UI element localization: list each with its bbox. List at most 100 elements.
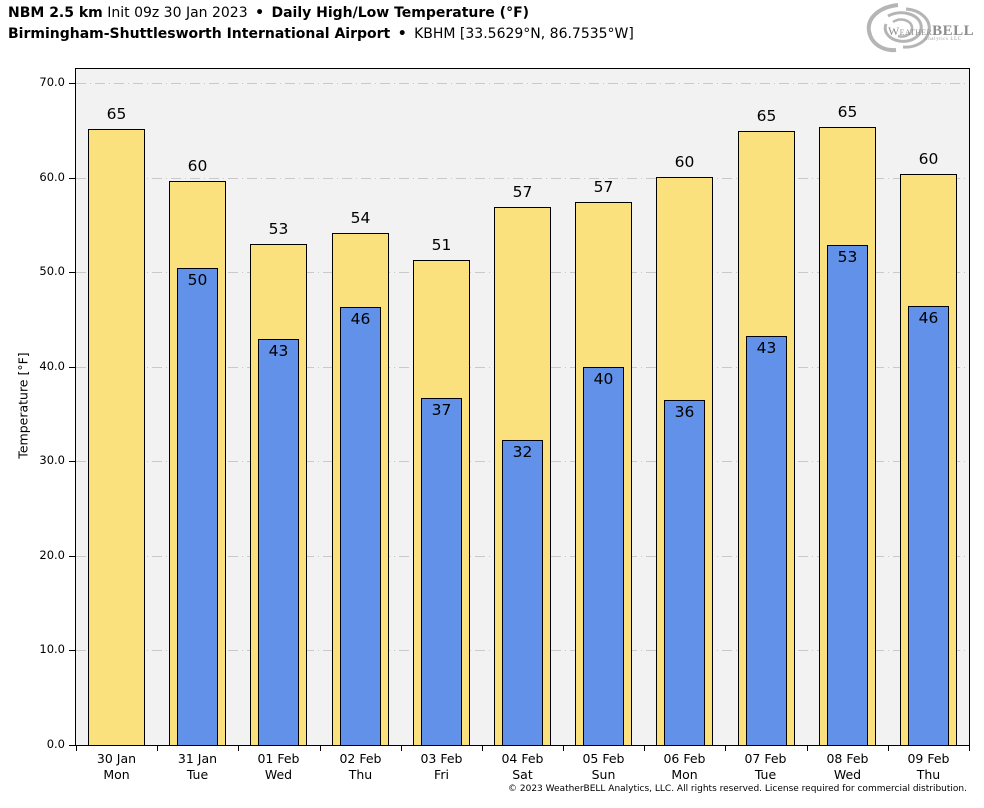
low-value-label: 32 [512, 443, 533, 461]
hurricane-swirl-icon [866, 3, 931, 53]
x-label-day: Sun [591, 767, 616, 782]
x-label-date: 02 Feb [339, 751, 382, 766]
low-bar [908, 306, 949, 745]
plot-area: 0.0 10.0 20.0 30.0 40.0 50.0 60.0 70.0 65 30 Jan M… [39, 68, 970, 782]
y-axis-tick [69, 461, 75, 462]
low-bar [502, 440, 543, 745]
x-label-date: 01 Feb [257, 751, 300, 766]
low-value-label: 53 [837, 248, 858, 266]
low-bar [177, 268, 218, 745]
high-bar [88, 129, 145, 745]
x-tick-label: 04 Feb Sat [482, 751, 563, 783]
x-label-date: 03 Feb [420, 751, 463, 766]
high-value-label: 60 [674, 153, 695, 171]
low-value-label: 36 [674, 403, 695, 421]
gridline [76, 178, 969, 179]
weatherbell-logo-text: WeatherBELL [888, 23, 974, 39]
y-axis-tick [69, 83, 75, 84]
y-tick-label: 50.0 [39, 264, 65, 278]
x-label-date: 05 Feb [582, 751, 625, 766]
x-axis-tick [76, 746, 77, 751]
copyright-text: © 2023 WeatherBELL Analytics, LLC. All r… [508, 784, 967, 794]
x-axis-tick [238, 746, 239, 751]
x-tick-label: 05 Feb Sun [563, 751, 644, 783]
x-tick-label: 06 Feb Mon [644, 751, 725, 783]
low-value-label: 43 [268, 342, 289, 360]
logo-text-bell: BELL [932, 23, 975, 39]
x-axis-tick [563, 746, 564, 751]
title-model: NBM 2.5 km [8, 5, 103, 21]
subtitle-station-name: Birmingham-Shuttlesworth International A… [8, 26, 391, 42]
high-value-label: 65 [106, 105, 127, 123]
low-value-label: 37 [431, 401, 452, 419]
x-axis-tick [157, 746, 158, 751]
x-tick-label: 09 Feb Thu [888, 751, 969, 783]
x-axis-tick [969, 746, 970, 751]
y-axis-tick [69, 367, 75, 368]
high-value-label: 57 [593, 178, 614, 196]
x-axis-tick [482, 746, 483, 751]
low-bar [746, 336, 787, 745]
x-axis-tick [807, 746, 808, 751]
high-value-label: 57 [512, 183, 533, 201]
y-tick-label: 20.0 [39, 548, 65, 562]
weatherbell-logo: WeatherBELL Analytics LLC [862, 1, 978, 55]
title-product: Daily High/Low Temperature (°F) [271, 5, 530, 21]
x-label-date: 31 Jan [177, 751, 218, 766]
x-tick-label: 01 Feb Wed [238, 751, 319, 783]
x-tick-label: 02 Feb Thu [320, 751, 401, 783]
y-axis-tick [69, 745, 75, 746]
high-value-label: 65 [756, 107, 777, 125]
logo-text-weather: Weather [888, 24, 933, 38]
x-tick-label: 08 Feb Wed [807, 751, 888, 783]
x-label-date: 30 Jan [96, 751, 137, 766]
x-axis-tick [725, 746, 726, 751]
x-tick-label: 07 Feb Tue [725, 751, 806, 783]
x-axis-tick [320, 746, 321, 751]
low-value-label: 46 [918, 309, 939, 327]
x-label-day: Fri [434, 767, 449, 782]
chart-title: NBM 2.5 km Init 09z 30 Jan 2023 • Daily … [8, 5, 529, 21]
x-label-day: Mon [103, 767, 130, 782]
high-value-label: 65 [837, 103, 858, 121]
x-label-day: Wed [264, 767, 293, 782]
y-axis-tick [69, 178, 75, 179]
x-label-date: 04 Feb [501, 751, 544, 766]
high-value-label: 51 [431, 236, 452, 254]
y-tick-label: 10.0 [39, 642, 65, 656]
high-value-label: 53 [268, 220, 289, 238]
low-value-label: 46 [350, 310, 371, 328]
x-tick-label: 03 Feb Fri [401, 751, 482, 783]
x-label-day: Tue [186, 767, 209, 782]
title-init: Init 09z 30 Jan 2023 [107, 5, 248, 21]
gridline [76, 83, 969, 84]
y-axis-tick [69, 650, 75, 651]
low-bar [583, 367, 624, 745]
x-label-day: Wed [833, 767, 862, 782]
y-tick-label: 60.0 [39, 170, 65, 184]
subtitle-bullet: • [397, 26, 407, 42]
x-label-day: Sat [512, 767, 533, 782]
title-bullet: • [255, 5, 265, 21]
low-value-label: 43 [756, 339, 777, 357]
x-axis-tick [644, 746, 645, 751]
x-tick-label: 31 Jan Tue [157, 751, 238, 783]
logo-text-analytics: Analytics LLC [924, 37, 962, 42]
x-label-date: 08 Feb [826, 751, 869, 766]
y-tick-label: 30.0 [39, 453, 65, 467]
x-axis-tick [401, 746, 402, 751]
y-tick-label: 40.0 [39, 359, 65, 373]
x-label-day: Thu [916, 767, 941, 782]
x-tick-label: 30 Jan Mon [76, 751, 157, 783]
low-bar [258, 339, 299, 745]
y-axis-tick [69, 556, 75, 557]
low-value-label: 40 [593, 370, 614, 388]
y-axis-tick [69, 272, 75, 273]
chart-subtitle: Birmingham-Shuttlesworth International A… [8, 26, 634, 42]
x-label-date: 09 Feb [907, 751, 950, 766]
x-label-day: Thu [348, 767, 373, 782]
x-axis-tick [888, 746, 889, 751]
high-value-label: 54 [350, 209, 371, 227]
low-bar [664, 400, 705, 745]
